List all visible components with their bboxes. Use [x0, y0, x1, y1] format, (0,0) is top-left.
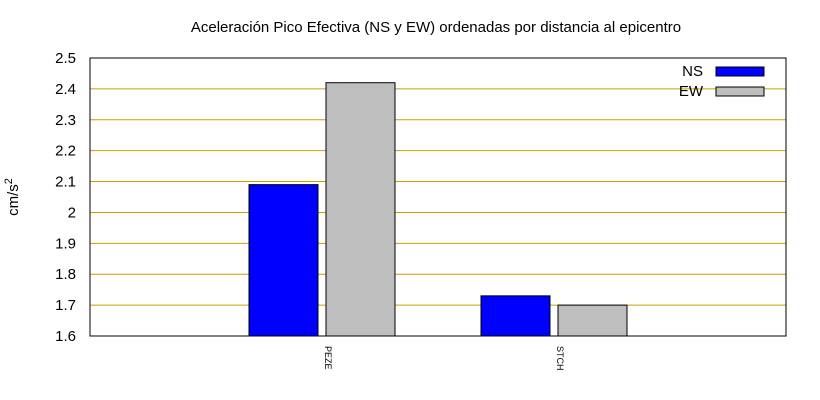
y-axis-label-exponent: 2 — [3, 178, 15, 184]
y-axis-ticks: 1.6 1.7 1.8 1.9 2 2.1 2.2 2.3 2.4 2.5 — [55, 50, 76, 345]
y-axis-label-base: cm/s — [5, 184, 22, 216]
bar-ns-stch — [480, 295, 551, 337]
y-tick-label: 2.2 — [55, 143, 76, 160]
bar-ew-stch — [557, 304, 628, 337]
x-tick-label: STCH — [555, 346, 565, 371]
y-tick-label: 2.5 — [55, 50, 76, 67]
y-tick-label: 2.4 — [55, 81, 76, 98]
x-tick-label: PEZE — [323, 346, 333, 370]
plot-frame — [89, 57, 787, 337]
y-tick-label: 1.7 — [55, 297, 76, 314]
legend-swatch-ew — [715, 86, 765, 97]
legend-swatch-ns — [715, 66, 765, 77]
y-tick-label: 2.3 — [55, 112, 76, 129]
legend-label-ns: NS — [682, 63, 703, 80]
y-tick-label: 1.9 — [55, 235, 76, 252]
x-axis-ticks: PEZE STCH — [323, 346, 565, 371]
bar-ns-peze — [248, 184, 319, 337]
y-axis-label: cm/s2 — [3, 178, 22, 216]
y-tick-label: 1.6 — [55, 328, 76, 345]
legend: NS EW — [679, 63, 765, 100]
legend-label-ew: EW — [679, 83, 704, 100]
bar-ew-peze — [325, 82, 396, 337]
y-tick-label: 2 — [68, 204, 76, 221]
grid-lines — [90, 88, 786, 306]
y-tick-label: 2.1 — [55, 174, 76, 191]
y-tick-label: 1.8 — [55, 266, 76, 283]
chart-title: Aceleración Pico Efectiva (NS y EW) orde… — [191, 19, 681, 36]
bars — [248, 82, 628, 337]
